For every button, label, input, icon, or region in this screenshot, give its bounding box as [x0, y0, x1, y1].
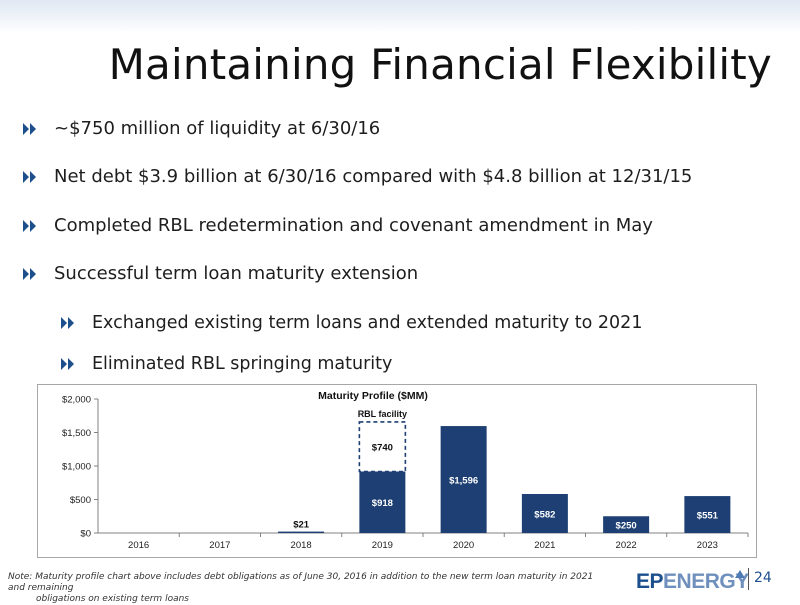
logo-ep: EP [636, 570, 664, 593]
double-chevron-icon [23, 267, 36, 280]
double-chevron-icon [61, 317, 74, 329]
sub-bullet-item: Eliminated RBL springing maturity [60, 354, 392, 374]
bullet-text: Eliminated RBL springing maturity [92, 354, 393, 374]
sub-bullet-item: Exchanged existing term loans and extend… [60, 313, 642, 333]
chart-title: Maturity Profile ($MM) [318, 390, 428, 402]
bullet-item: Completed RBL redetermination and covena… [22, 215, 653, 236]
y-tick-label: $2,000 [62, 395, 91, 406]
bar-data-label: $21 [293, 520, 310, 531]
double-chevron-icon [61, 358, 74, 370]
footnote: Note: Maturity profile chart above inclu… [8, 572, 608, 605]
ep-energy-logo: EPENERGY [636, 570, 749, 594]
x-tick-label: 2020 [453, 540, 474, 551]
x-tick-label: 2021 [534, 540, 555, 551]
bullet-text: Exchanged existing term loans and extend… [92, 313, 643, 333]
double-chevron-icon [23, 219, 36, 232]
bullet-item: ~$750 million of liquidity at 6/30/16 [22, 118, 380, 139]
x-tick-label: 2017 [209, 540, 230, 551]
bar [278, 531, 325, 533]
rbl-data-label: $740 [372, 443, 393, 454]
bar-data-label: $250 [616, 521, 637, 532]
bar-data-label: $551 [697, 511, 719, 522]
bullet-text: Completed RBL redetermination and covena… [54, 215, 653, 236]
x-tick-label: 2018 [291, 540, 312, 551]
bullet-text: Successful term loan maturity extension [54, 263, 419, 284]
page-number: 24 [754, 570, 772, 586]
bar [684, 496, 731, 533]
y-tick-label: $0 [80, 529, 91, 540]
double-chevron-icon [23, 122, 36, 135]
chart-canvas: $0 $500 $1,000 $1,500 $2,000 Maturity Profile… [62, 390, 749, 551]
bar [603, 516, 650, 533]
y-tick-label: $500 [70, 495, 91, 506]
page-title: Maintaining Financial Flexibility [108, 40, 772, 89]
x-tick-label: 2023 [697, 540, 718, 551]
bullet-text: ~$750 million of liquidity at 6/30/16 [54, 118, 381, 139]
rbl-facility-outline [358, 421, 407, 473]
bar-data-label: $1,596 [449, 476, 478, 487]
logo-energy: ENERGY [663, 570, 749, 593]
footnote-line-2: obligations on existing term loans [36, 594, 189, 604]
x-tick-label: 2019 [372, 540, 393, 551]
bar [521, 494, 568, 533]
rbl-annotation: RBL facility [358, 409, 407, 419]
x-tick-label: 2016 [128, 540, 149, 551]
footnote-line-1: Note: Maturity profile chart above inclu… [8, 572, 594, 593]
page-number-divider [748, 568, 749, 590]
bullet-text: Net debt $3.9 billion at 6/30/16 compare… [54, 166, 693, 187]
bar-data-label: $918 [372, 498, 393, 509]
top-gradient-bar [0, 0, 800, 34]
bullet-item: Successful term loan maturity extension [22, 263, 418, 284]
bar [440, 426, 487, 533]
y-tick-label: $1,000 [62, 462, 91, 473]
x-tick-label: 2022 [616, 540, 637, 551]
bar-data-label: $582 [534, 510, 555, 521]
bar [359, 471, 406, 533]
y-tick-label: $1,500 [62, 428, 91, 439]
double-chevron-icon [23, 170, 36, 183]
logo-triangle-icon [735, 570, 745, 578]
bullet-item: Net debt $3.9 billion at 6/30/16 compare… [22, 166, 692, 187]
maturity-chart: $0 $500 $1,000 $1,500 $2,000 Maturity Profile… [37, 384, 757, 558]
